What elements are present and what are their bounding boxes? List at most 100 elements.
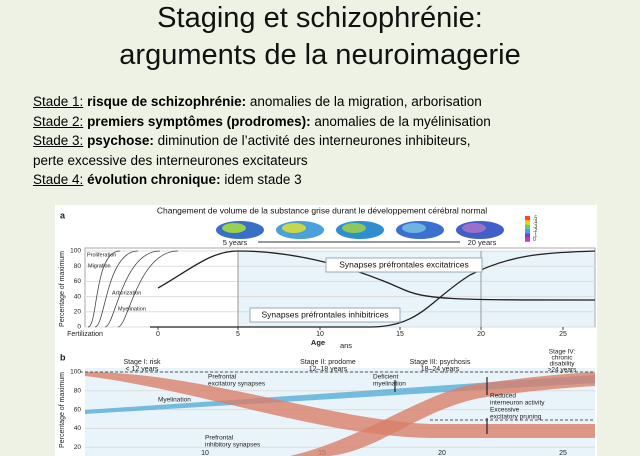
y-axis-label: Percentage of maximum [59, 251, 66, 327]
figure-content: Changement de volume de la substance gri… [59, 205, 596, 456]
label: Synapses préfrontales excitatrices [339, 259, 468, 269]
stage-continuation: perte excessive des interneurones excita… [33, 152, 308, 168]
label: Age [311, 338, 325, 347]
stage-text: diminution de l’activité des interneuron… [157, 133, 471, 148]
label: Synapses préfrontales inhibitrices [261, 309, 388, 319]
color-scale [525, 233, 530, 238]
brain-patch [342, 223, 366, 233]
label: b [60, 352, 66, 362]
label: Prefrontal [205, 435, 234, 442]
color-scale [525, 224, 530, 229]
label: chronic [552, 355, 574, 362]
stage-label: Stade 1: [33, 94, 84, 109]
label: excitatory pruning [490, 414, 542, 421]
inhibitory-band [290, 372, 595, 456]
label: ans [340, 341, 352, 350]
label: >24 years [548, 367, 577, 374]
label: 20 years [468, 238, 497, 247]
growth-curve [117, 250, 179, 328]
stage-text: anomalies de la migration, arborisation [249, 94, 482, 109]
label: 20 [74, 309, 82, 316]
label: 40 [74, 293, 82, 300]
label: 10 [316, 331, 324, 338]
color-scale [525, 228, 530, 234]
stage-text: idem stade 3 [224, 172, 302, 187]
label: a [60, 210, 66, 220]
label: .2 [533, 228, 537, 234]
title-line: arguments de la neuroimagerie [119, 39, 521, 71]
label: 10 [201, 450, 209, 456]
label: 0 [533, 237, 536, 243]
label: excitatory synapses [208, 381, 266, 388]
title-line: Staging et schizophrénie: [157, 2, 483, 34]
label: 20 [438, 450, 446, 456]
y-axis-label: Percentage of maximum [59, 372, 66, 448]
inhibitory-curve [150, 250, 596, 328]
title: Staging et schizophrénie: arguments de l… [0, 0, 640, 74]
stage-line: Stade 4: évolution chronique: idem stade… [33, 170, 491, 190]
label: 5 [236, 331, 240, 338]
label: 25 [559, 450, 567, 456]
excitatory-band [85, 372, 595, 438]
label: 80 [74, 388, 82, 395]
label: interneuron activity [490, 400, 545, 407]
label: Fertilization [67, 331, 103, 338]
label: .3 [533, 224, 537, 230]
stage-line: Stade 2: premiers symptômes (prodromes):… [33, 112, 491, 132]
label: 18–24 years [421, 366, 460, 373]
label: 80 [74, 263, 82, 270]
stage-label: Stade 4: [33, 172, 84, 187]
color-scale [525, 237, 530, 242]
label: 20 [74, 444, 82, 451]
label: inhibitory synapses [205, 442, 261, 449]
stage-list: Stade 1: risque de schizophrénie: anomal… [33, 92, 491, 190]
growth-curve [104, 250, 161, 328]
label: Arborization [112, 290, 141, 296]
label: disability [550, 361, 576, 368]
label: 15 [396, 331, 404, 338]
label: 60 [74, 278, 82, 285]
label: .5 [533, 215, 537, 221]
label: Migration [88, 263, 111, 269]
color-scale [525, 216, 530, 221]
brain-patch [402, 223, 426, 233]
stage-label: Stade 3: [33, 133, 84, 148]
stage-heading: risque de schizophrénie: [87, 94, 247, 109]
annotation-box [249, 307, 401, 323]
label: .1 [533, 233, 537, 239]
label: Excessive [490, 407, 520, 414]
caption-bg [130, 205, 515, 218]
growth-curve [94, 250, 139, 328]
label: 5 years [223, 238, 248, 247]
stage-heading: premiers symptômes (prodromes): [87, 113, 311, 129]
stage-label: Stade 2: [33, 113, 84, 129]
stage-line: Stade 1: risque de schizophrénie: anomal… [33, 92, 491, 112]
label: < 12 years [126, 366, 159, 373]
label: Stage I: risk [124, 359, 161, 366]
label: Stage II: prodome [300, 359, 356, 366]
label: Stage III: psychosis [410, 359, 471, 366]
stage-line: Stade 3: psychose: diminution de l’activ… [33, 131, 491, 151]
stage-heading: évolution chronique: [87, 172, 221, 187]
label: Prefrontal [208, 374, 237, 381]
label: 0 [156, 331, 160, 338]
label: 100 [70, 248, 81, 255]
stage-heading: psychose: [87, 133, 154, 148]
label: 12–18 years [309, 366, 348, 373]
myelination-band [85, 375, 595, 414]
label: Proliferation [87, 252, 116, 258]
label: 60 [74, 406, 82, 413]
label: .4 [533, 220, 537, 226]
label: 100 [70, 369, 81, 376]
label: Myelination [118, 306, 146, 312]
brain-patch [222, 223, 246, 233]
label: 0 [77, 324, 81, 331]
label: Myelination [158, 397, 191, 404]
label: 40 [74, 425, 82, 432]
label: Reduced [490, 393, 516, 400]
label: Deficient [373, 374, 398, 381]
color-scale [525, 220, 530, 225]
label: 20 [477, 331, 485, 338]
